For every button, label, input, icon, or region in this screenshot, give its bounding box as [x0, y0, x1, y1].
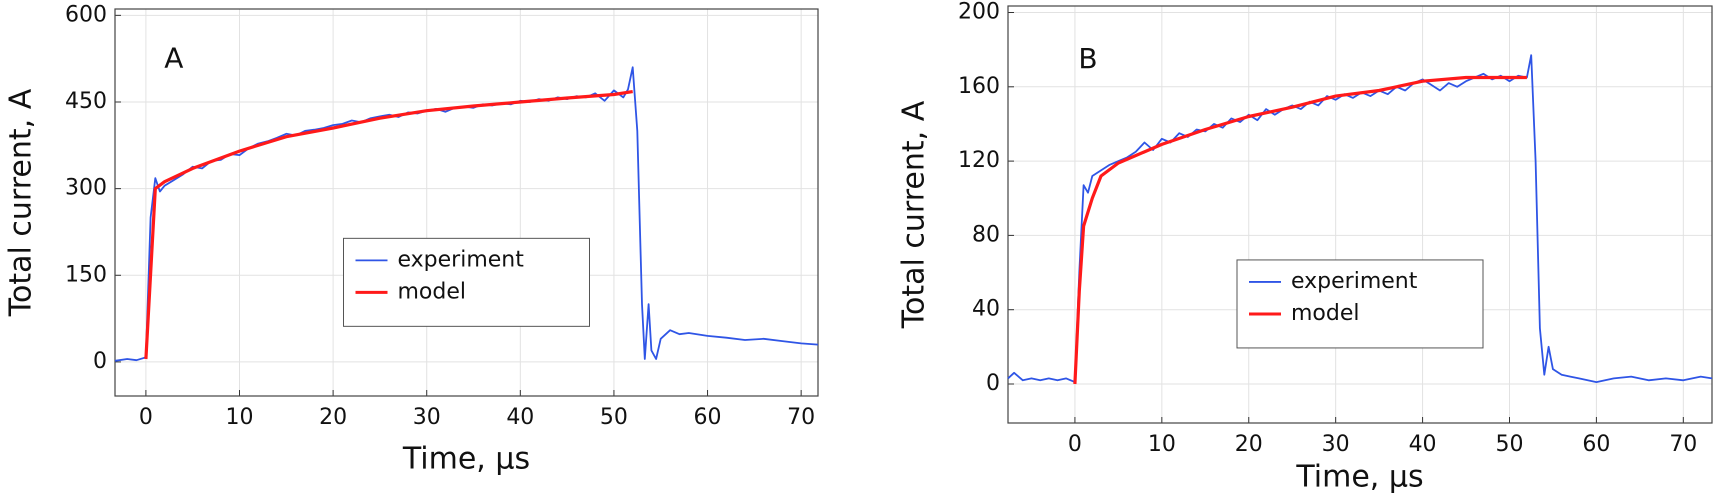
y-tick-label: 0 — [986, 371, 1000, 396]
x-tick-label: 40 — [506, 405, 534, 430]
y-tick-label: 200 — [958, 0, 1000, 25]
legend: experiment model — [1236, 259, 1484, 349]
subplot: 0 10 20 30 40 50 60 70 0 150 300 450 600 A Time, µs Tot… — [4, 2, 819, 477]
x-tick-label: 30 — [413, 405, 441, 430]
plot-area — [1008, 6, 1712, 423]
legend: experiment model — [343, 237, 590, 327]
x-tick-label: 60 — [694, 405, 722, 430]
data-line — [144, 90, 633, 360]
x-tick-label: 30 — [1322, 432, 1350, 457]
x-tick-label: 50 — [1495, 432, 1523, 457]
y-tick-label: 120 — [958, 148, 1000, 173]
x-tick-label: 0 — [1068, 432, 1082, 457]
y-tick-label: 80 — [972, 222, 1000, 247]
y-tick-label: 0 — [93, 349, 107, 374]
x-tick-label: 50 — [600, 405, 628, 430]
plot-area — [115, 9, 818, 396]
data-line — [1007, 54, 1713, 383]
annotation: B — [1078, 42, 1097, 75]
y-tick-label: 40 — [972, 297, 1000, 322]
x-tick-label: 0 — [139, 405, 153, 430]
legend-box — [343, 237, 590, 327]
subplot: 0 10 20 30 40 50 60 70 0 40 80 120 160 200 B Time, µs To… — [897, 0, 1713, 495]
x-tick-label: 10 — [225, 405, 253, 430]
plot-frame — [1007, 5, 1713, 424]
y-axis-label: Total current, A — [4, 88, 39, 317]
x-axis-label: Time, µs — [1295, 460, 1423, 495]
legend-label: experiment — [398, 247, 525, 272]
y-tick-label: 160 — [958, 74, 1000, 99]
y-tick-label: 600 — [65, 2, 107, 27]
x-axis-label: Time, µs — [402, 442, 530, 477]
x-tick-label: 10 — [1148, 432, 1176, 457]
legend-label: model — [398, 279, 467, 304]
x-tick-label: 40 — [1409, 432, 1437, 457]
legend-label: model — [1291, 301, 1360, 326]
data-line — [1073, 75, 1527, 385]
legend-label: experiment — [1291, 269, 1418, 294]
x-tick-label: 70 — [1669, 432, 1697, 457]
legend-box — [1236, 259, 1484, 349]
y-axis-label: Total current, A — [897, 100, 932, 329]
y-tick-label: 300 — [65, 176, 107, 201]
y-tick-label: 150 — [65, 262, 107, 287]
x-tick-label: 20 — [1235, 432, 1263, 457]
x-tick-label: 60 — [1582, 432, 1610, 457]
x-tick-label: 70 — [787, 405, 815, 430]
x-tick-label: 20 — [319, 405, 347, 430]
annotation: A — [164, 41, 183, 74]
y-tick-label: 450 — [65, 89, 107, 114]
plot-frame — [114, 8, 819, 397]
